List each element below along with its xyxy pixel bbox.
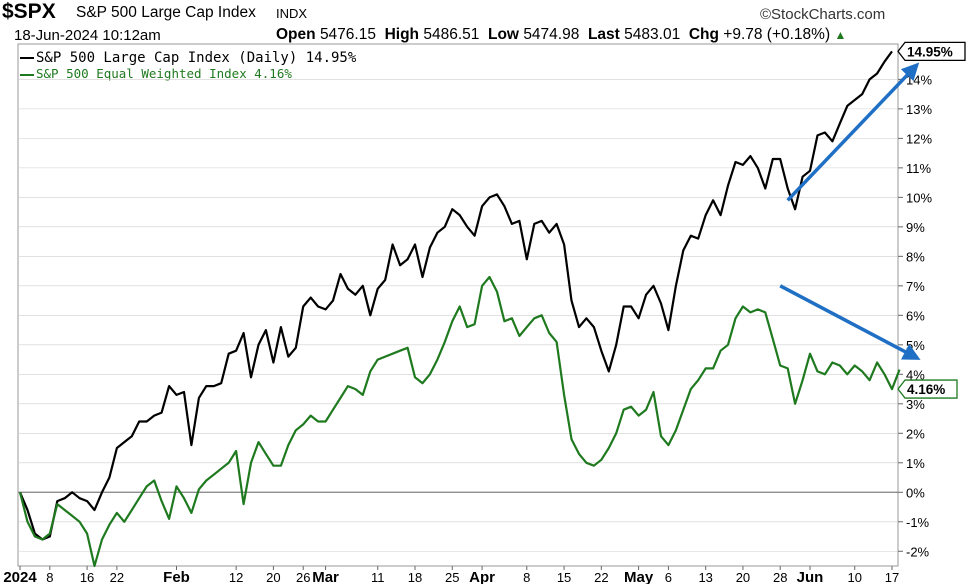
y-tick-label: -2%	[906, 544, 930, 559]
x-tick-label: 17	[885, 570, 899, 584]
series-line-spx	[18, 50, 893, 541]
x-tick-label: 8	[46, 570, 53, 584]
y-tick-label: 0%	[906, 485, 925, 500]
last-label: Last	[587, 26, 620, 43]
x-tick-label: 12	[229, 570, 243, 584]
y-tick-label: 1%	[906, 456, 925, 471]
last-value: 5483.01	[624, 26, 681, 43]
end-value-label-spx: 14.95%	[907, 44, 953, 59]
x-tick-label: 15	[557, 570, 571, 584]
x-tick-label: 20	[736, 570, 750, 584]
end-value-tag-spx	[897, 41, 966, 62]
chg-value: +9.78 (+0.18%)	[723, 26, 831, 43]
exchange-label: INDX	[276, 6, 308, 21]
trend-arrow-up	[786, 62, 920, 202]
y-tick-label: 8%	[906, 249, 925, 264]
chart-title: S&P 500 Large Cap Index	[76, 4, 256, 21]
end-value-label-rsp: 4.16%	[907, 382, 945, 397]
up-arrow-icon: ▲	[834, 28, 847, 42]
x-tick-label: 6	[665, 570, 672, 584]
x-tick-label: 10	[848, 570, 862, 584]
y-tick-label: 11%	[906, 161, 931, 176]
y-tick-label: 3%	[906, 397, 925, 412]
x-tick-label: 20	[266, 570, 280, 584]
x-tick-label: Feb	[163, 569, 190, 584]
x-tick-label: 18	[408, 570, 422, 584]
x-tick-label: 28	[773, 570, 787, 584]
open-value: 5476.15	[319, 26, 376, 43]
low-label: Low	[488, 26, 519, 43]
y-tick-label: 7%	[906, 279, 925, 294]
legend-label-rsp: S&P 500 Equal Weighted Index 4.16%	[36, 66, 292, 81]
low-value: 5474.98	[523, 26, 580, 43]
x-tick-label: 8	[523, 570, 530, 584]
x-tick-label: 22	[594, 570, 608, 584]
end-value-tag-rsp	[897, 379, 958, 399]
x-tick-label: 26	[296, 570, 310, 584]
x-tick-label: 2024	[3, 569, 37, 584]
x-tick-label: 16	[80, 570, 94, 584]
x-tick-label: 25	[445, 570, 459, 584]
x-tick-label: 13	[698, 570, 712, 584]
legend-label-spx: S&P 500 Large Cap Index (Daily) 14.95%	[36, 50, 357, 66]
legend-swatch-spx	[20, 57, 34, 59]
y-tick-label: 2%	[906, 426, 925, 441]
y-tick-label: 5%	[906, 338, 925, 353]
high-label: High	[384, 26, 420, 43]
x-tick-label: Apr	[469, 569, 495, 584]
legend-item-spx: S&P 500 Large Cap Index (Daily) 14.95%	[20, 50, 356, 66]
brand-watermark: ©StockCharts.com	[760, 6, 886, 23]
legend-swatch-rsp	[20, 73, 34, 76]
y-tick-label: 6%	[906, 308, 925, 323]
x-tick-label: 11	[371, 570, 385, 584]
y-tick-label: 9%	[906, 220, 925, 235]
chg-label: Chg	[688, 26, 719, 43]
high-value: 5486.51	[423, 26, 480, 43]
chart-datetime: 18-Jun-2024 10:12am	[14, 27, 161, 44]
plot-frame	[17, 43, 899, 567]
x-tick-label: Mar	[312, 569, 339, 584]
x-tick-label: Jun	[797, 569, 824, 584]
y-tick-label: 12%	[906, 131, 932, 146]
series-line-rsp	[18, 275, 901, 568]
legend-item-rsp: S&P 500 Equal Weighted Index 4.16%	[20, 66, 292, 81]
x-tick-label: 22	[110, 570, 124, 584]
ticker-symbol: $SPX	[2, 0, 56, 23]
quote-bar: Open 5476.15 High 5486.51 Low 5474.98 La…	[276, 26, 846, 44]
x-tick-label: May	[624, 569, 654, 584]
y-tick-label: 10%	[906, 190, 932, 205]
trend-arrow-down	[779, 284, 921, 360]
open-label: Open	[276, 26, 316, 43]
y-tick-label: -1%	[906, 515, 930, 530]
y-tick-label: 4%	[906, 367, 925, 382]
y-tick-label: 13%	[906, 102, 932, 117]
